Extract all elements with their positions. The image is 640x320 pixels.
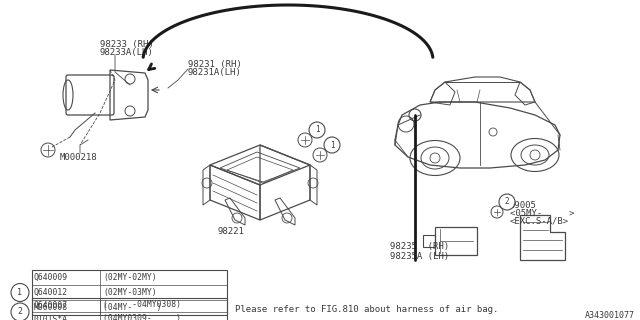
Text: Q640009: Q640009	[34, 273, 68, 282]
Text: 1: 1	[330, 140, 334, 149]
Text: (     -04MY0308): ( -04MY0308)	[103, 300, 181, 309]
Text: <05MY-     >: <05MY- >	[510, 209, 575, 218]
Text: 98235  (RH): 98235 (RH)	[390, 243, 449, 252]
Text: Please refer to FIG.810 about harness of air bag.: Please refer to FIG.810 about harness of…	[235, 306, 499, 315]
Text: 98233A(LH): 98233A(LH)	[100, 47, 154, 57]
Circle shape	[324, 137, 340, 153]
Text: 98231 (RH): 98231 (RH)	[188, 60, 242, 69]
Circle shape	[499, 194, 515, 210]
Text: Q640012: Q640012	[34, 288, 68, 297]
Text: 99005: 99005	[510, 201, 537, 210]
Circle shape	[11, 303, 29, 320]
Text: 2: 2	[17, 308, 22, 316]
Text: (02MY-03MY): (02MY-03MY)	[103, 288, 157, 297]
Text: 1: 1	[315, 125, 319, 134]
Text: 98221: 98221	[218, 228, 245, 236]
Bar	[32, 270, 227, 315]
Text: (04MY0309-     ): (04MY0309- )	[103, 315, 181, 320]
Text: Q640007: Q640007	[34, 300, 68, 309]
Text: 98233 (RH): 98233 (RH)	[100, 39, 154, 49]
Bar	[32, 298, 227, 320]
Text: M060008: M060008	[34, 303, 68, 312]
Text: 1: 1	[17, 288, 22, 297]
Text: (02MY-02MY): (02MY-02MY)	[103, 273, 157, 282]
Circle shape	[309, 122, 325, 138]
Text: A343001077: A343001077	[585, 310, 635, 319]
Text: 0101S*A: 0101S*A	[34, 315, 68, 320]
Text: M000218: M000218	[60, 153, 98, 162]
Text: 2: 2	[505, 197, 509, 206]
Circle shape	[11, 284, 29, 301]
Text: (04MY-     ): (04MY- )	[103, 303, 161, 312]
Text: 98231A(LH): 98231A(LH)	[188, 68, 242, 77]
Text: 98235A (LH): 98235A (LH)	[390, 252, 449, 260]
Text: <EXC.S-A/B>: <EXC.S-A/B>	[510, 217, 569, 226]
